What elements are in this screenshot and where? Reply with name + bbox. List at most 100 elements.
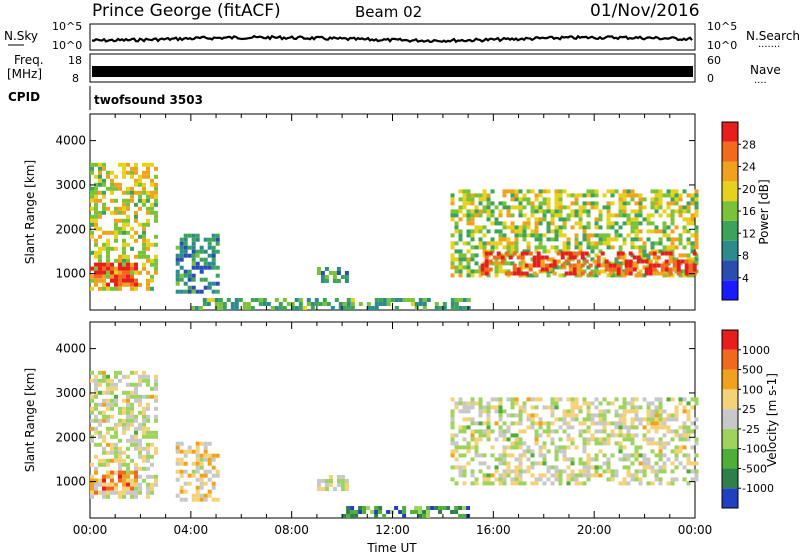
- heatmap-cell: [648, 271, 653, 276]
- heatmap-cell: [590, 241, 595, 246]
- heatmap-cell: [676, 263, 681, 268]
- heatmap-cell: [650, 425, 655, 430]
- heatmap-cell: [502, 189, 507, 194]
- heatmap-cell: [422, 298, 427, 302]
- heatmap-cell: [215, 273, 220, 278]
- heatmap-cell: [518, 265, 523, 270]
- heatmap-cell: [207, 461, 212, 466]
- heatmap-cell: [450, 233, 455, 238]
- heatmap-cell: [498, 269, 503, 274]
- heatmap-cell: [678, 213, 683, 218]
- heatmap-cell: [122, 494, 126, 499]
- heatmap-cell: [90, 426, 94, 431]
- heatmap-cell: [690, 469, 695, 474]
- heatmap-cell: [154, 374, 158, 379]
- heatmap-cell: [179, 461, 184, 466]
- heatmap-cell: [183, 481, 188, 486]
- heatmap-cell: [686, 417, 691, 422]
- heatmap-cell: [662, 261, 667, 266]
- heatmap-cell: [179, 469, 184, 474]
- heatmap-cell: [195, 445, 200, 450]
- heatmap-cell: [470, 237, 475, 242]
- heatmap-cell: [562, 457, 567, 462]
- heatmap-cell: [478, 265, 483, 270]
- heatmap-cell: [142, 230, 146, 235]
- heatmap-cell: [478, 241, 483, 246]
- heatmap-cell: [150, 210, 154, 215]
- heatmap-cell: [478, 269, 483, 274]
- heatmap-cell: [183, 281, 188, 286]
- heatmap-cell: [98, 246, 102, 251]
- heatmap-cell: [614, 425, 619, 430]
- heatmap-cell: [662, 417, 667, 422]
- heatmap-cell: [211, 453, 216, 458]
- heatmap-cell: [626, 425, 631, 430]
- heatmap-cell: [662, 409, 667, 414]
- heatmap-cell: [211, 237, 216, 242]
- heatmap-cell: [634, 245, 639, 250]
- heatmap-cell: [134, 398, 138, 403]
- heatmap-cell: [194, 306, 199, 310]
- heatmap-cell: [102, 486, 106, 491]
- heatmap-cell: [586, 437, 591, 442]
- heatmap-cell: [658, 237, 663, 242]
- heatmap-cell: [126, 470, 130, 475]
- heatmap-cell: [450, 441, 455, 446]
- heatmap-cell: [586, 189, 591, 194]
- heatmap-cell: [179, 257, 184, 262]
- heatmap-cell: [600, 263, 605, 268]
- heatmap-cell: [668, 251, 673, 256]
- heatmap-cell: [590, 233, 595, 238]
- heatmap-cell: [510, 213, 515, 218]
- heatmap-cell: [458, 409, 463, 414]
- heatmap-cell: [226, 298, 231, 302]
- heatmap-cell: [126, 482, 130, 487]
- heatmap-cell: [134, 254, 138, 259]
- heatmap-cell: [462, 253, 467, 258]
- heatmap-cell: [334, 298, 339, 302]
- heatmap-cell: [118, 186, 122, 191]
- heatmap-cell: [98, 254, 102, 259]
- heatmap-cell: [458, 269, 463, 274]
- heatmap-cell: [650, 441, 655, 446]
- heatmap-cell: [98, 382, 102, 387]
- heatmap-cell: [454, 433, 459, 438]
- heatmap-cell: [580, 251, 585, 256]
- heatmap-cell: [134, 462, 138, 467]
- heatmap-cell: [298, 298, 303, 302]
- heatmap-cell: [598, 409, 603, 414]
- heatmap-cell: [344, 275, 349, 279]
- heatmap-cell: [146, 482, 150, 487]
- colorbar-segment: [722, 280, 738, 300]
- heatmap-cell: [94, 482, 98, 487]
- heatmap-cell: [486, 205, 491, 210]
- heatmap-cell: [94, 418, 98, 423]
- heatmap-cell: [490, 221, 495, 226]
- heatmap-cell: [554, 417, 559, 422]
- heatmap-cell: [191, 285, 196, 290]
- heatmap-cell: [454, 306, 459, 310]
- heatmap-cell: [458, 197, 463, 202]
- heatmap-cell: [118, 206, 122, 211]
- heatmap-cell: [646, 481, 651, 486]
- heatmap-cell: [191, 497, 196, 502]
- heatmap-cell: [102, 370, 106, 375]
- heatmap-cell: [522, 265, 527, 270]
- heatmap-cell: [502, 421, 507, 426]
- heatmap-cell: [94, 402, 98, 407]
- heatmap-cell: [110, 266, 114, 271]
- heatmap-cell: [102, 194, 106, 199]
- heatmap-cell: [478, 397, 483, 402]
- heatmap-cell: [518, 409, 523, 414]
- heatmap-cell: [106, 406, 110, 411]
- heatmap-cell: [338, 302, 343, 306]
- heatmap-cell: [266, 302, 271, 306]
- heatmap-cell: [462, 189, 467, 194]
- heatmap-cell: [622, 197, 627, 202]
- colorbar-segment: [722, 122, 738, 142]
- heatmap-cell: [634, 201, 639, 206]
- heatmap-cell: [422, 302, 427, 306]
- heatmap-cell: [454, 265, 459, 270]
- heatmap-cell: [538, 421, 543, 426]
- heatmap-cell: [106, 250, 110, 255]
